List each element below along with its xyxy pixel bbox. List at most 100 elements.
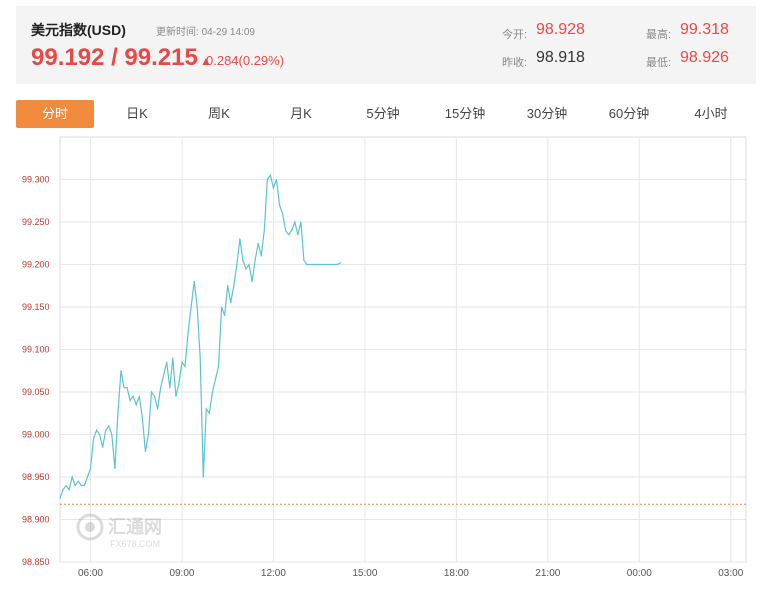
price-series-points	[59, 174, 342, 499]
data-point	[153, 395, 156, 397]
data-point	[138, 395, 140, 397]
data-point	[92, 438, 95, 440]
data-point	[62, 489, 64, 491]
data-point	[77, 480, 79, 482]
tab-monthly[interactable]: 月K	[290, 106, 312, 121]
data-point	[233, 285, 235, 287]
y-tick-label: 98.950	[22, 472, 50, 482]
data-point	[190, 306, 192, 308]
update-time-label: 更新时间:	[156, 27, 199, 38]
vertical-grid	[89, 137, 732, 562]
data-point	[257, 242, 259, 244]
data-point	[318, 263, 320, 266]
tab-15min[interactable]: 15分钟	[444, 106, 486, 121]
data-point	[83, 484, 85, 487]
y-tick-label: 98.850	[22, 557, 50, 567]
data-point	[294, 221, 296, 223]
data-point	[339, 262, 342, 264]
data-point	[211, 391, 214, 393]
prev-close-label: 昨收:	[502, 57, 528, 69]
data-point	[71, 476, 73, 478]
data-point	[181, 361, 183, 363]
data-point	[288, 234, 290, 236]
tab-daily[interactable]: 日K	[126, 106, 148, 121]
bid-ask-price: 99.192 / 99.215	[31, 44, 198, 71]
data-point	[303, 259, 305, 261]
data-point	[156, 408, 159, 410]
data-point	[230, 302, 232, 304]
data-point	[278, 204, 281, 206]
y-axis-ticks: 98.850 98.900 98.950 99.000 99.050 99.100 99.1…	[22, 175, 50, 568]
data-point	[135, 404, 137, 406]
open-label: 今开:	[502, 29, 528, 41]
data-point	[330, 263, 332, 266]
data-point	[245, 268, 247, 270]
x-tick-label: 06:00	[78, 568, 103, 579]
data-point	[266, 178, 268, 181]
data-point	[309, 263, 311, 266]
tab-60min[interactable]: 60分钟	[608, 106, 650, 121]
period-tabs: 分时 日K 周K 月K 5分钟 15分钟 30分钟 60分钟 4小时	[16, 100, 756, 128]
low-value: 98.926	[680, 49, 729, 66]
watermark-logo-icon	[76, 513, 104, 541]
tab-4hour[interactable]: 4小时	[694, 106, 728, 121]
data-point	[239, 238, 241, 240]
data-point	[336, 263, 339, 266]
instrument-title: 美元指数(USD)	[31, 22, 126, 38]
data-point	[300, 221, 302, 223]
update-time-value: 04-29 14:09	[201, 27, 255, 38]
data-point	[178, 382, 180, 385]
data-point	[202, 476, 204, 478]
quote-header: 美元指数(USD) 更新时间: 04-29 14:09 99.192 / 99.…	[16, 6, 756, 84]
prev-close-value: 98.918	[536, 49, 585, 66]
price-change: 0.284(0.29%)	[206, 53, 285, 68]
data-point	[80, 484, 82, 487]
data-point	[65, 484, 67, 487]
data-point	[68, 489, 70, 491]
data-point	[281, 212, 284, 215]
data-point	[251, 280, 253, 283]
y-tick-label: 98.900	[22, 515, 50, 525]
data-point	[263, 229, 265, 232]
data-point	[220, 306, 223, 308]
data-point	[111, 433, 113, 436]
data-point	[196, 306, 198, 308]
data-point	[172, 357, 174, 359]
data-point	[108, 425, 110, 427]
tab-5min[interactable]: 5分钟	[366, 106, 400, 121]
y-tick-label: 99.300	[22, 175, 50, 185]
up-arrow-icon: ▲	[200, 54, 212, 68]
tab-30min[interactable]: 30分钟	[526, 106, 568, 121]
horizontal-grid	[60, 179, 746, 563]
data-point	[59, 497, 61, 499]
data-point	[150, 391, 153, 393]
x-tick-label: 00:00	[627, 568, 652, 579]
x-axis-ticks: 06:00 09:00 12:00 15:00 18:00 21:00 00:00 03:00	[78, 568, 744, 579]
data-point	[144, 450, 146, 453]
data-point	[74, 484, 76, 487]
data-point	[89, 467, 92, 470]
x-tick-label: 18:00	[444, 568, 469, 579]
data-point	[184, 365, 186, 368]
data-point	[199, 357, 201, 359]
data-point	[147, 433, 150, 436]
x-tick-label: 09:00	[169, 568, 194, 579]
data-point	[187, 331, 189, 334]
data-point	[291, 229, 293, 232]
price-series-line	[59, 173, 341, 499]
data-point	[315, 263, 317, 266]
update-time: 更新时间: 04-29 14:09	[156, 23, 255, 38]
tab-intraday[interactable]: 分时	[16, 100, 94, 128]
data-point	[86, 476, 89, 478]
data-point	[214, 378, 217, 380]
data-point	[327, 263, 329, 266]
data-point	[141, 416, 143, 419]
tab-weekly[interactable]: 周K	[208, 106, 230, 121]
data-point	[236, 263, 238, 266]
data-point	[102, 446, 104, 448]
y-tick-label: 99.100	[22, 345, 50, 355]
data-point	[260, 255, 262, 257]
data-point	[324, 263, 326, 266]
y-tick-label: 99.150	[22, 302, 50, 312]
